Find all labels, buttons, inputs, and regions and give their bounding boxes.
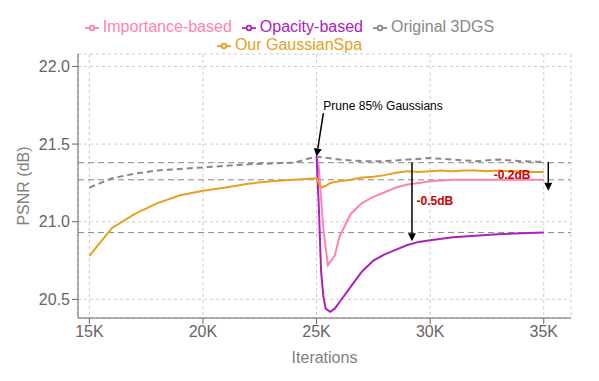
svg-text:Iterations: Iterations <box>292 349 358 366</box>
svg-text:15K: 15K <box>75 323 104 340</box>
svg-text:30K: 30K <box>416 323 445 340</box>
svg-text:35K: 35K <box>530 323 559 340</box>
svg-text:21.0: 21.0 <box>39 213 70 230</box>
svg-text:20K: 20K <box>189 323 218 340</box>
svg-text:21.5: 21.5 <box>39 136 70 153</box>
html-text:Original 3DGS: Original 3DGS <box>391 18 495 35</box>
html-text:Importance-based: Importance-based <box>102 18 232 35</box>
html-text:Opacity-based: Opacity-based <box>259 18 363 35</box>
svg-text:Prune 85% Gaussians: Prune 85% Gaussians <box>323 99 442 113</box>
svg-text:22.0: 22.0 <box>39 58 70 75</box>
svg-text:-0.5dB: -0.5dB <box>417 194 454 208</box>
svg-text:25K: 25K <box>302 323 331 340</box>
svg-text:20.5: 20.5 <box>39 291 70 308</box>
html-text:Our GaussianSpa: Our GaussianSpa <box>234 36 363 53</box>
svg-text:PSNR (dB): PSNR (dB) <box>15 146 32 225</box>
svg-text:-0.2dB: -0.2dB <box>494 168 531 182</box>
